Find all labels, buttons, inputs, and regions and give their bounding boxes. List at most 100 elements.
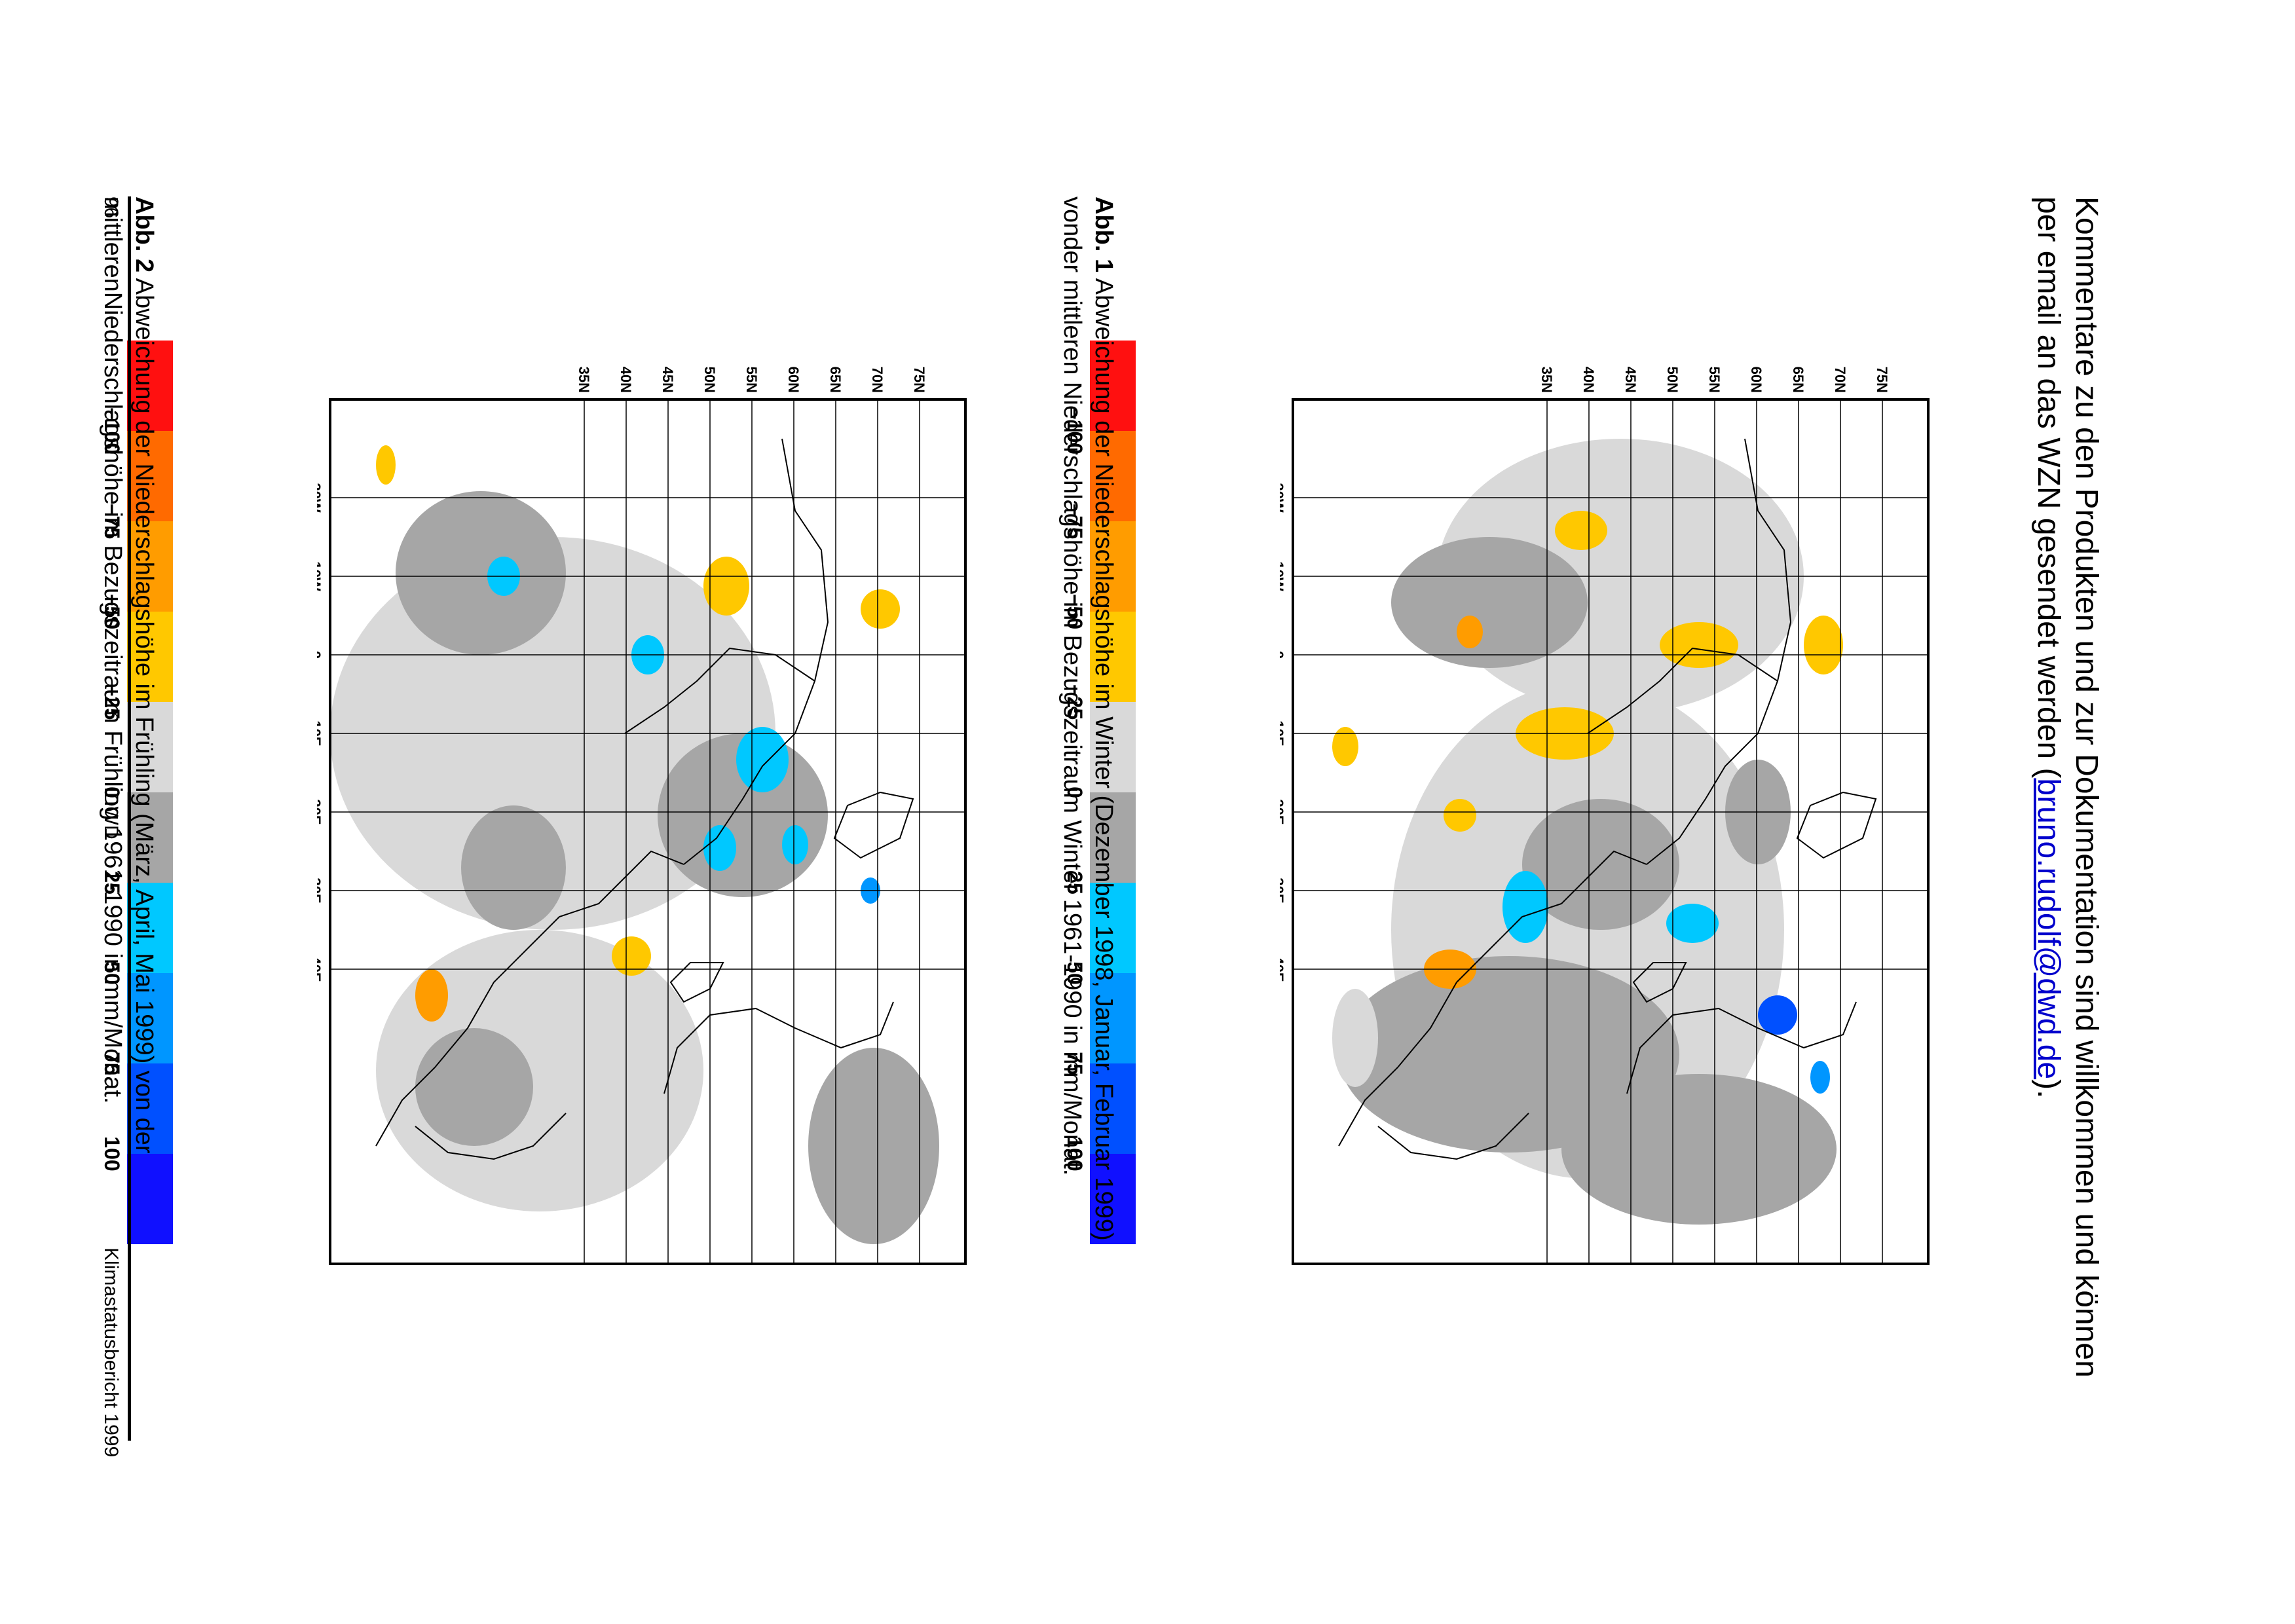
colorbar-label: 0	[101, 786, 124, 798]
longitude-tick-label: 0	[1280, 651, 1286, 659]
longitude-tick-label: 30E	[317, 877, 324, 903]
map-frame	[329, 398, 967, 1265]
colorbar-swatch	[1090, 431, 1136, 522]
coastline	[1377, 1113, 1529, 1160]
colorbar-swatch	[1090, 792, 1136, 883]
colorbar-label: −75	[1064, 504, 1087, 539]
coastline	[683, 438, 829, 865]
coastline	[1626, 1001, 1857, 1094]
figure-2-map: 75N 70N 65N 60N 55N 50N 45N 40N 35N 20W 10W 0 10E 20E…	[317, 341, 992, 1277]
map-frame	[1292, 398, 1930, 1265]
page-number: 96	[100, 196, 122, 219]
colorbar-label: 50	[101, 961, 124, 985]
latitude-tick-label: 45N	[1622, 367, 1639, 393]
anomaly-patch	[415, 1028, 533, 1146]
coastline	[1632, 962, 1687, 1003]
colorbar-label: −100	[1064, 407, 1087, 454]
colorbar-label: −100	[101, 407, 124, 454]
colorbar-label: 100	[101, 1136, 124, 1171]
longitude-tick-label: 10E	[1280, 720, 1286, 746]
anomaly-patch	[1666, 904, 1719, 943]
colorbar-swatch	[1090, 612, 1136, 703]
footer-publisher: DWD	[100, 792, 122, 840]
coastline	[624, 647, 815, 734]
colorbar-label: 0	[1064, 786, 1087, 798]
colorbar-swatch	[127, 883, 173, 974]
colorbar-label: 75	[101, 1052, 124, 1075]
figure-1-map: 75N 70N 65N 60N 55N 50N 45N 40N 35N 20W 10W 0 10E 20E…	[1280, 341, 1954, 1277]
anomaly-patch	[1332, 989, 1378, 1087]
colorbar-label: −50	[1064, 594, 1087, 629]
intro-line-2: per email an das WZN gesendet werden (br…	[2029, 196, 2067, 1441]
anomaly-patch	[612, 936, 651, 976]
latitude-tick-label: 50N	[701, 367, 718, 393]
longitude-tick-label: 10E	[317, 720, 324, 746]
figure-2-label: Abb. 2	[130, 196, 158, 273]
coastline	[1587, 647, 1778, 734]
longitude-tick-label: 10W	[317, 561, 324, 591]
latitude-tick-label: 35N	[576, 367, 592, 393]
latitude-tick-label: 60N	[1748, 367, 1764, 393]
coastline	[1646, 438, 1792, 865]
longitude-tick-label: 30E	[1280, 877, 1286, 903]
coastline	[1796, 791, 1877, 859]
anomaly-patch	[808, 1048, 939, 1244]
intro-line-2-prefix: per email an das WZN gesendet werden (	[2031, 196, 2066, 779]
colorbar-swatch	[1090, 1063, 1136, 1154]
figure-1-label: Abb. 1	[1090, 196, 1117, 273]
intro-text: Kommentare zu den Produkten und zur Doku…	[2029, 196, 2105, 1441]
latitude-tick-label: 35N	[1539, 367, 1555, 393]
email-link[interactable]: bruno.rudolf@dwd.de	[2031, 778, 2066, 1080]
anomaly-patch	[1810, 1061, 1830, 1094]
colorbar-swatch	[127, 431, 173, 522]
colorbar-figure-1: −100 −75 −50 −25 0 25 50 75 100	[1064, 341, 1136, 1244]
anomaly-patch	[1457, 616, 1483, 648]
anomaly-patch	[1555, 511, 1607, 550]
longitude-tick-label: 20E	[1280, 799, 1286, 824]
longitude-tick-label: 0	[317, 651, 324, 659]
longitude-tick-label: 40E	[317, 956, 324, 982]
colorbar-label: 25	[101, 871, 124, 895]
colorbar-swatch	[127, 612, 173, 703]
anomaly-patch	[396, 491, 566, 655]
anomaly-patch	[736, 727, 789, 792]
anomaly-patch	[703, 557, 749, 616]
colorbar-swatch	[127, 702, 173, 793]
anomaly-patch	[1502, 871, 1548, 943]
longitude-tick-label: 20W	[317, 483, 324, 512]
colorbar-swatch	[127, 521, 173, 612]
figure-2-caption-line-1: Abb. 2 Abweichung der Niederschlagshöhe …	[128, 196, 160, 1441]
intro-line-1: Kommentare zu den Produkten und zur Doku…	[2069, 196, 2104, 1378]
precipitation-anomaly-map-winter: 75N 70N 65N 60N 55N 50N 45N 40N 35N 20W 10W 0 10E 20E…	[1280, 367, 1930, 1265]
longitude-tick-label: 40E	[1280, 956, 1286, 982]
latitude-tick-label: 70N	[1832, 367, 1848, 393]
footer-report-title: Klimastatusbericht 1999	[100, 1247, 122, 1458]
coastline	[833, 791, 914, 859]
anomaly-patch	[1444, 799, 1476, 832]
latitude-tick-label: 65N	[827, 367, 844, 393]
latitude-tick-label: 70N	[869, 367, 886, 393]
coastline	[1338, 850, 1647, 1147]
anomaly-patch	[376, 445, 396, 485]
longitude-tick-label: 20W	[1280, 483, 1286, 512]
latitude-tick-label: 75N	[911, 367, 927, 393]
footer-rule	[128, 196, 131, 1441]
longitude-tick-label: 10W	[1280, 561, 1286, 591]
colorbar-swatch	[127, 973, 173, 1064]
latitude-tick-label: 60N	[785, 367, 802, 393]
intro-line-2-suffix: ).	[2031, 1079, 2066, 1099]
anomaly-patch	[1804, 616, 1843, 674]
coastline	[669, 962, 724, 1003]
colorbar-swatch	[1090, 702, 1136, 793]
figure-1-caption-text-1: Abweichung der Niederschlagshöhe im Wint…	[1090, 278, 1117, 1241]
coastline	[663, 1001, 894, 1094]
coastline	[375, 850, 684, 1147]
colorbar-swatch	[127, 1154, 173, 1244]
longitude-tick-label: 20E	[317, 799, 324, 824]
anomaly-patch	[782, 825, 808, 864]
latitude-tick-label: 50N	[1664, 367, 1681, 393]
colorbar-label: 75	[1064, 1052, 1087, 1075]
latitude-tick-label: 75N	[1874, 367, 1890, 393]
anomaly-patch	[1391, 537, 1588, 668]
